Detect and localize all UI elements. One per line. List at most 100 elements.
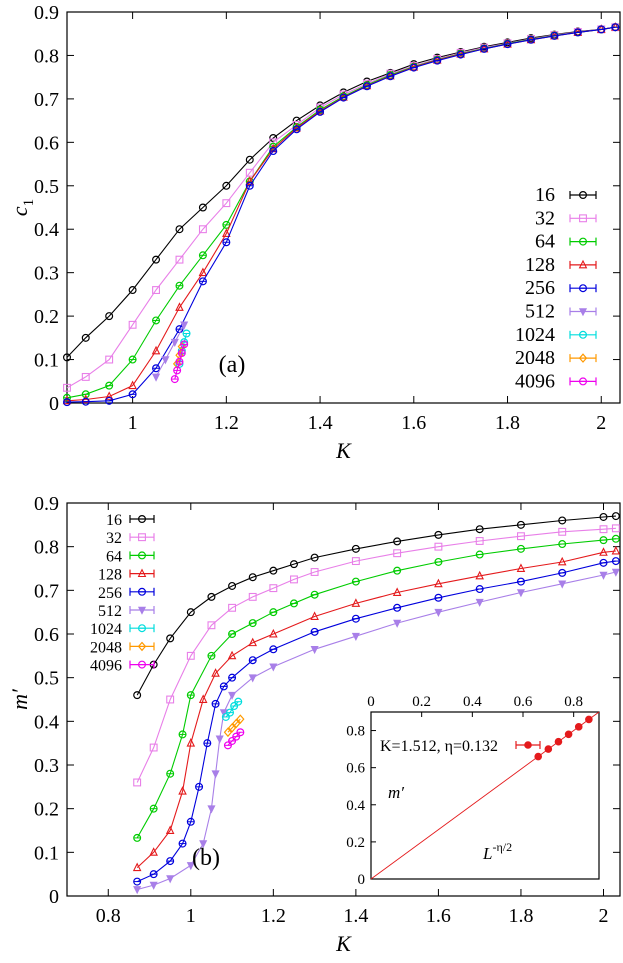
legend-label-256: 256 xyxy=(98,585,122,602)
data-point-512 xyxy=(611,568,620,577)
data-point-512 xyxy=(199,840,208,849)
data-point-32 xyxy=(599,525,608,534)
data-point-512 xyxy=(211,770,220,779)
legend-label-1024: 1024 xyxy=(515,324,555,346)
data-point-512 xyxy=(149,881,158,890)
data-point-32 xyxy=(611,524,620,533)
panel-a: 0 0.1 0.2 0.3 0.4 0.5 0.6 0.7 0.8 0.9 1 1.2 1.4 1.6 1.… xyxy=(7,2,621,463)
y-tick-label: 0.5 xyxy=(34,668,59,690)
data-point-128 xyxy=(557,556,567,566)
data-point-16 xyxy=(222,181,231,190)
data-point-32 xyxy=(434,542,443,551)
series-256 xyxy=(133,557,620,886)
y-tick-label: 0.2 xyxy=(34,799,59,821)
y-axis-label-main: c xyxy=(7,206,32,216)
x-tick-label: 0.8 xyxy=(96,905,121,927)
series-512 xyxy=(151,321,189,382)
y-tick-label: 0.6 xyxy=(34,132,59,154)
data-point-512 xyxy=(180,321,189,330)
data-point-512 xyxy=(269,663,278,672)
data-point-128 xyxy=(269,628,278,638)
data-point-32 xyxy=(351,557,360,566)
y-tick-label: 0.7 xyxy=(34,89,59,111)
y-tick-label: 0.1 xyxy=(34,842,59,864)
data-point-16 xyxy=(128,286,137,295)
data-point-128 xyxy=(62,395,72,405)
inset-y-axis-label: m′ xyxy=(388,783,404,802)
data-point-16 xyxy=(105,312,114,321)
data-point-16 xyxy=(269,566,278,575)
legend-marker-512 xyxy=(578,308,588,317)
inset-x-axis-label-main: L xyxy=(482,844,492,863)
inset-data-point xyxy=(554,737,563,746)
data-point-512 xyxy=(186,862,195,871)
data-point-32 xyxy=(149,743,158,752)
data-point-32 xyxy=(63,383,71,392)
legend-marker-128 xyxy=(578,259,588,269)
panel-b: 0 0.1 0.2 0.3 0.4 0.5 0.6 0.7 0.8 0.9 0.8 1 1.2 1.4 1.… xyxy=(7,493,621,956)
x-tick-label: 1.2 xyxy=(261,905,286,927)
inset-x-tick-label: 0.2 xyxy=(412,694,431,710)
legend-marker-2048 xyxy=(137,641,147,652)
data-point-512 xyxy=(599,571,608,580)
data-point-32 xyxy=(269,584,278,593)
inset-data-point xyxy=(534,752,543,761)
data-point-32 xyxy=(186,651,195,660)
legend-label-128: 128 xyxy=(525,254,555,276)
legend-label-4096: 4096 xyxy=(90,658,122,675)
y-tick-label: 0.2 xyxy=(34,306,59,328)
data-point-16 xyxy=(186,608,195,617)
data-point-16 xyxy=(558,516,567,525)
inset-x-tick-label: 0.6 xyxy=(514,694,533,710)
data-point-32 xyxy=(517,532,525,541)
x-tick-label: 2 xyxy=(596,412,606,434)
y-axis-label-main: m′ xyxy=(7,688,32,710)
legend-marker-2048 xyxy=(578,353,588,363)
y-tick-label: 0 xyxy=(49,886,59,908)
data-point-16 xyxy=(611,512,620,521)
data-point-128 xyxy=(434,578,443,588)
data-point-16 xyxy=(175,225,184,234)
legend-label-64: 64 xyxy=(535,231,555,253)
inset-data-point xyxy=(564,730,573,739)
inset-x-tick-label: 0 xyxy=(367,694,375,710)
data-point-2048 xyxy=(227,723,237,733)
data-point-32 xyxy=(222,199,231,208)
data-point-32 xyxy=(128,320,137,329)
data-point-16 xyxy=(245,155,254,164)
y-tick-label: 0.5 xyxy=(34,176,59,198)
series-4096 xyxy=(170,340,189,384)
series-16 xyxy=(133,512,620,700)
data-point-16 xyxy=(62,353,71,362)
data-point-512 xyxy=(228,691,237,700)
panel-label: (b) xyxy=(192,845,220,871)
series-2048 xyxy=(223,714,245,738)
inset-y-tick-label: 0.8 xyxy=(346,724,365,740)
data-point-512 xyxy=(215,735,224,744)
data-point-128 xyxy=(175,302,184,311)
data-point-16 xyxy=(228,581,237,590)
inset-y-tick-label: 0.6 xyxy=(346,761,365,777)
y-axis-label: m′ xyxy=(7,688,32,710)
data-point-512 xyxy=(151,373,161,382)
data-point-128 xyxy=(392,587,402,596)
series-512 xyxy=(133,568,620,895)
data-point-512 xyxy=(166,875,175,884)
data-point-16 xyxy=(310,553,319,562)
data-point-512 xyxy=(170,338,179,347)
data-point-32 xyxy=(105,355,114,364)
inset-y-tick-label: 0 xyxy=(358,872,366,888)
data-point-512 xyxy=(516,589,526,598)
inset-y-tick-label: 0.4 xyxy=(346,798,365,814)
data-point-128 xyxy=(198,694,208,703)
data-point-128 xyxy=(178,786,187,795)
data-point-512 xyxy=(207,805,216,814)
data-point-2048 xyxy=(236,714,245,724)
data-point-128 xyxy=(132,862,142,872)
legend-marker-128 xyxy=(137,568,147,578)
panel-label: (a) xyxy=(219,352,246,378)
data-point-512 xyxy=(434,608,443,617)
data-point-128 xyxy=(151,345,161,355)
x-tick-label: 1 xyxy=(128,412,138,434)
